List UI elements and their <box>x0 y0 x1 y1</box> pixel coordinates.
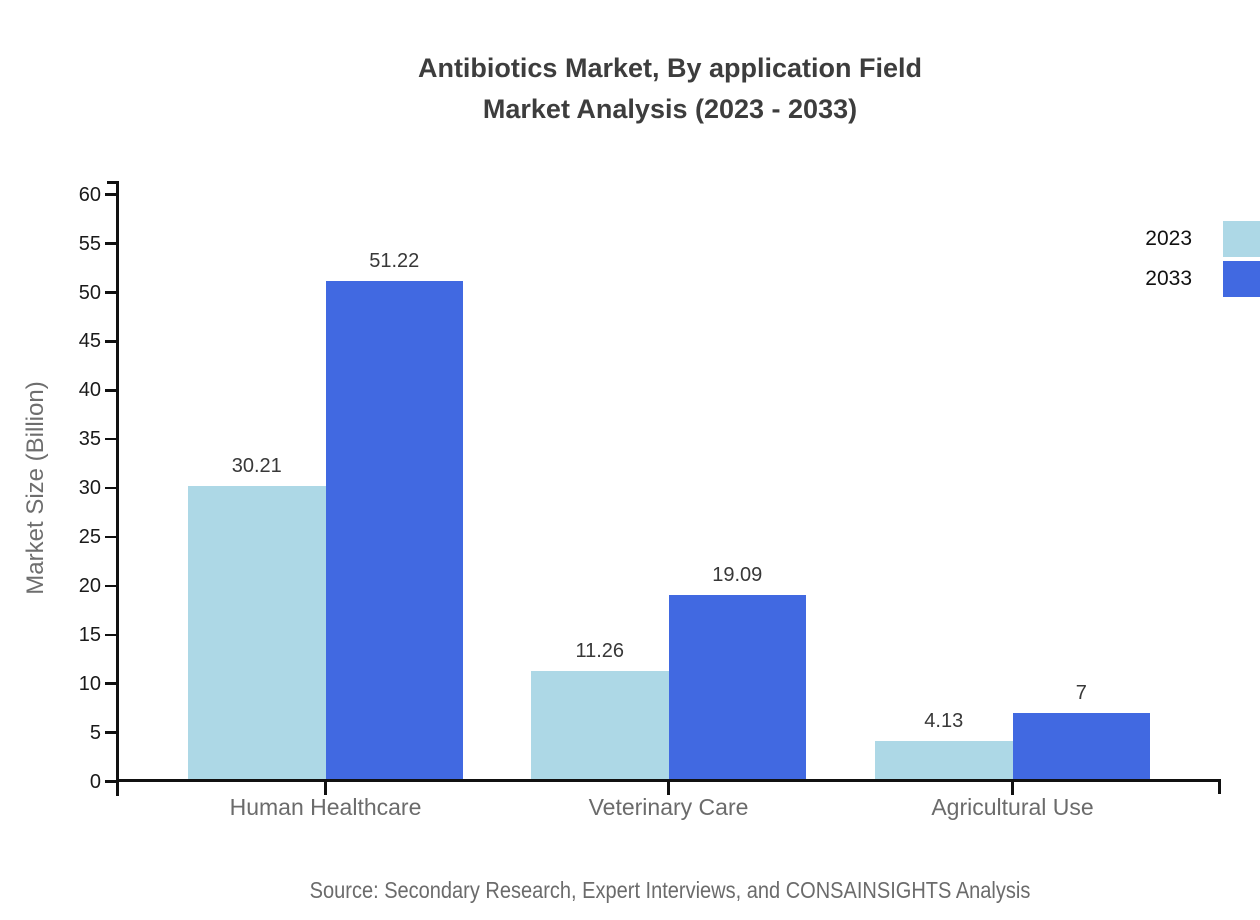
chart-title: Antibiotics Market, By application Field… <box>80 48 1260 130</box>
y-axis-tick <box>104 437 116 441</box>
bar-2033-agricultural-use <box>1012 713 1150 782</box>
legend: 2023 2033 <box>1145 219 1260 299</box>
y-axis-tick <box>104 291 116 294</box>
bar-2023-veterinary-care <box>531 671 669 782</box>
y-axis-tick <box>104 242 116 245</box>
y-axis-tick <box>104 731 116 734</box>
y-axis-tick-label: 0 <box>89 770 101 793</box>
bar-2033-human-healthcare <box>325 280 463 782</box>
y-axis-tick-label: 30 <box>78 477 101 500</box>
y-axis-tick-label: 5 <box>89 721 101 744</box>
y-axis-tick-label: 40 <box>78 379 101 402</box>
x-axis-category-label: Human Healthcare <box>229 794 422 820</box>
y-axis-tick-label: 50 <box>78 281 101 304</box>
legend-label: 2033 <box>1145 267 1192 290</box>
y-axis-tick <box>104 780 116 783</box>
y-axis-tick-label: 45 <box>78 330 101 353</box>
x-axis-category-label: Agricultural Use <box>931 794 1094 820</box>
x-axis-tick <box>1011 781 1014 795</box>
x-axis-right-cap <box>1218 781 1221 794</box>
legend-swatch <box>1223 221 1260 257</box>
y-axis-tick-label: 55 <box>78 232 101 255</box>
bar-2023-agricultural-use <box>875 741 1013 782</box>
y-axis-tick-label: 20 <box>78 574 101 597</box>
y-axis-tick <box>104 535 116 539</box>
bar-value-label: 19.09 <box>712 563 763 586</box>
y-axis-tick-label: 15 <box>78 623 101 646</box>
x-axis-tick <box>667 781 670 795</box>
bar-value-label: 30.21 <box>231 455 282 478</box>
bar-value-label: 7 <box>1075 682 1087 705</box>
y-axis-tick <box>104 389 116 392</box>
legend-item-2033: 2033 <box>1145 259 1260 299</box>
y-axis-tick <box>104 682 116 685</box>
bar-2023-human-healthcare <box>188 486 326 782</box>
y-axis-tick <box>104 340 116 343</box>
legend-item-2023: 2023 <box>1145 219 1260 259</box>
bar-value-label: 11.26 <box>575 640 625 663</box>
y-axis-tick <box>104 584 116 588</box>
legend-label: 2023 <box>1145 227 1192 250</box>
y-axis-top-cap <box>106 181 119 184</box>
y-axis-tick-label: 25 <box>78 526 101 548</box>
y-axis-tick-label: 35 <box>78 428 101 451</box>
x-axis-line <box>115 778 1221 782</box>
chart-title-line2: Market Analysis (2023 - 2033) <box>482 94 858 124</box>
y-axis-tick <box>104 193 116 196</box>
y-axis-tick <box>104 486 116 490</box>
x-axis-category-label: Veterinary Care <box>588 794 749 820</box>
y-axis-line <box>115 181 119 796</box>
chart-title-line1: Antibiotics Market, By application Field <box>417 53 923 83</box>
y-axis-tick-label: 60 <box>78 183 101 206</box>
legend-swatch <box>1223 261 1260 297</box>
x-axis-tick <box>324 781 327 795</box>
bar-2033-veterinary-care <box>668 594 806 782</box>
source-note: Source: Secondary Research, Expert Inter… <box>309 877 1031 903</box>
bar-value-label: 4.13 <box>924 710 964 733</box>
y-axis-tick <box>104 633 116 637</box>
y-axis-tick-label: 10 <box>78 672 101 695</box>
bar-value-label: 51.22 <box>369 249 420 272</box>
